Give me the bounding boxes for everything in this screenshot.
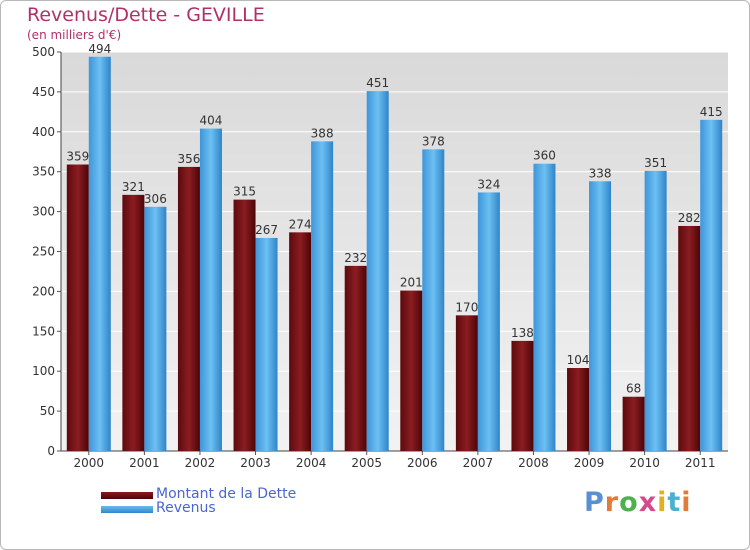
y-tick-label: 300	[32, 205, 55, 219]
bar-dette	[678, 225, 701, 451]
data-label-revenus: 378	[422, 134, 445, 148]
bar-dette	[567, 368, 590, 451]
data-label-dette: 321	[122, 180, 145, 194]
data-label-revenus: 360	[533, 149, 556, 163]
y-tick-label: 400	[32, 125, 55, 139]
data-label-revenus: 306	[144, 192, 167, 206]
bar-revenus	[644, 170, 667, 452]
bar-dette	[400, 290, 423, 451]
chart-subtitle: (en milliers d'€)	[27, 28, 122, 42]
x-tick-label: 2010	[629, 456, 660, 470]
data-label-dette: 138	[511, 326, 534, 340]
data-label-dette: 170	[455, 300, 478, 314]
bar-revenus	[199, 128, 222, 451]
x-tick-label: 2002	[185, 456, 216, 470]
bar-revenus	[422, 149, 445, 451]
y-tick-label: 450	[32, 85, 55, 99]
data-label-dette: 68	[626, 382, 641, 396]
bar-dette	[177, 166, 200, 452]
proxiti-logo: Proxiti	[584, 487, 692, 518]
data-label-revenus: 338	[589, 166, 612, 180]
bar-dette	[233, 199, 256, 451]
bar-revenus	[700, 119, 723, 451]
y-tick-label: 50	[40, 404, 55, 418]
y-tick-label: 200	[32, 284, 55, 298]
legend-label-dette: Montant de la Dette	[156, 486, 297, 502]
bar-dette	[289, 232, 312, 451]
bar-dette	[511, 340, 534, 451]
data-label-revenus: 267	[255, 223, 278, 237]
legend-label-revenus: Revenus	[156, 500, 216, 516]
x-tick-label: 2003	[240, 456, 271, 470]
legend-swatch-revenus	[101, 506, 153, 513]
y-tick-label: 0	[47, 444, 55, 458]
bar-revenus	[533, 163, 556, 451]
bar-revenus	[88, 56, 111, 452]
bar-dette	[455, 315, 478, 451]
bar-dette	[66, 164, 89, 451]
data-label-revenus: 451	[366, 76, 389, 90]
data-label-revenus: 415	[700, 105, 723, 119]
x-tick-label: 2008	[518, 456, 549, 470]
legend-swatch-dette	[101, 492, 153, 499]
bar-dette	[122, 194, 145, 452]
data-label-dette: 359	[66, 150, 89, 164]
bar-dette	[344, 265, 367, 451]
data-label-revenus: 324	[477, 177, 500, 191]
data-label-revenus: 351	[644, 156, 667, 170]
x-tick-label: 2006	[407, 456, 438, 470]
x-tick-label: 2001	[129, 456, 160, 470]
data-label-dette: 282	[678, 211, 701, 225]
y-tick-label: 150	[32, 324, 55, 338]
data-label-revenus: 494	[88, 42, 111, 56]
data-label-dette: 201	[400, 276, 423, 290]
x-tick-label: 2011	[685, 456, 716, 470]
chart-title: Revenus/Dette - GEVILLE	[27, 4, 265, 26]
x-tick-label: 2009	[574, 456, 605, 470]
data-label-revenus: 388	[311, 126, 334, 140]
y-tick-label: 500	[32, 45, 55, 59]
bar-revenus	[144, 206, 167, 451]
bar-revenus	[311, 141, 334, 451]
data-label-dette: 315	[233, 185, 256, 199]
bar-dette	[622, 396, 645, 451]
data-label-dette: 274	[289, 217, 312, 231]
data-label-revenus: 404	[200, 114, 223, 128]
data-label-dette: 104	[567, 353, 590, 367]
x-tick-label: 2007	[463, 456, 494, 470]
data-label-dette: 356	[178, 152, 201, 166]
x-tick-label: 2004	[296, 456, 327, 470]
y-tick-label: 350	[32, 165, 55, 179]
bar-revenus	[366, 91, 389, 452]
bar-revenus	[477, 192, 500, 451]
data-label-dette: 232	[344, 251, 367, 265]
x-tick-label: 2000	[74, 456, 105, 470]
y-tick-label: 100	[32, 364, 55, 378]
x-tick-label: 2005	[351, 456, 382, 470]
bar-revenus	[255, 237, 278, 451]
bar-revenus	[589, 181, 612, 451]
y-tick-label: 250	[32, 245, 55, 259]
